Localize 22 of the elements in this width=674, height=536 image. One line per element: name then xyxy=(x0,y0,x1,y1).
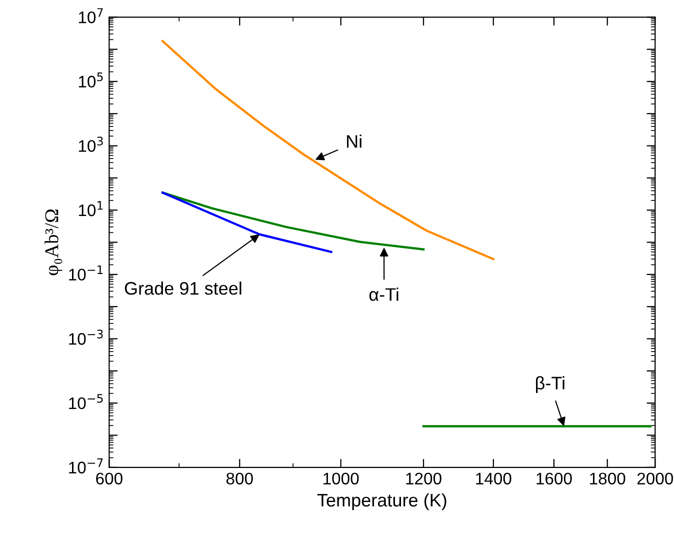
annotation: α-Ti xyxy=(369,288,398,301)
x-tick-label: 600 xyxy=(96,472,122,484)
y-axis-title: φ₀Ab³/Ω xyxy=(44,210,62,276)
annotation: β-Ti xyxy=(536,376,564,394)
annotation: Ni xyxy=(347,134,362,148)
x-tick-label: 1400 xyxy=(476,472,512,484)
x-axis-title: Temperature (K) xyxy=(317,493,446,510)
x-tick-label: 1600 xyxy=(536,472,572,484)
y-tick-label: 10$^{5}$ xyxy=(78,72,103,88)
y-tick-label: 10$^{7}$ xyxy=(78,8,103,24)
x-tick-label: 1200 xyxy=(406,472,442,484)
y-tick-label: 10$^{−1}$ xyxy=(69,265,103,281)
y-tick-label: 10$^{−5}$ xyxy=(69,394,103,410)
annotation: Grade 91 steel xyxy=(124,282,242,295)
x-tick-label: 2000 xyxy=(637,472,674,484)
y-tick-label: 10$^{1}$ xyxy=(78,201,103,216)
y-tick-label: 10$^{−7}$ xyxy=(69,458,103,474)
x-tick-label: 1000 xyxy=(324,472,359,484)
x-tick-label: 1800 xyxy=(590,472,626,484)
x-tick-label: 800 xyxy=(226,472,253,484)
y-tick-label: 10$^{−3}$ xyxy=(69,330,103,345)
y-tick-label: 10$^{3}$ xyxy=(78,136,103,152)
